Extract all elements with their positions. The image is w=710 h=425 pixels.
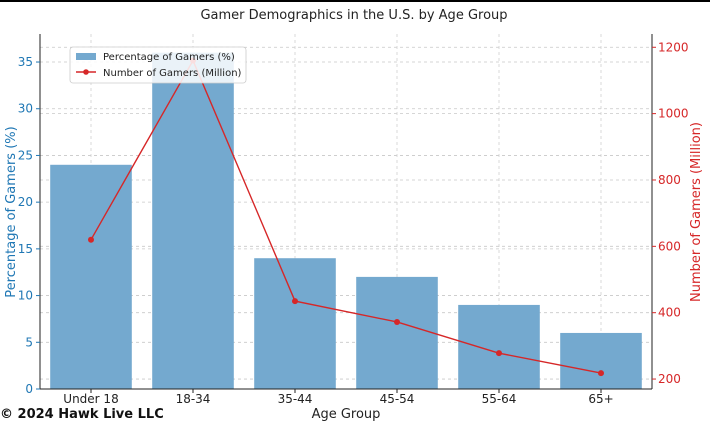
line-point xyxy=(496,350,502,357)
legend-swatch-bars xyxy=(76,53,96,60)
x-tick-label: 45-54 xyxy=(380,392,415,406)
line-point xyxy=(598,370,604,377)
line-point xyxy=(292,298,298,305)
line-point xyxy=(394,318,400,325)
copyright-notice: © 2024 Hawk Live LLC xyxy=(0,407,164,422)
y-tick-label-left: 25 xyxy=(18,148,33,162)
legend: Percentage of Gamers (%) Number of Gamers… xyxy=(69,46,247,84)
bar xyxy=(152,52,234,390)
x-axis-label: Age Group xyxy=(312,407,381,422)
bar xyxy=(356,276,438,389)
y-axis-right-label: Number of Gamers (Million) xyxy=(689,122,704,302)
y-tick-label-right: 800 xyxy=(658,173,681,187)
axes: 0 5 10 15 20 25 30 35 200 400 600 800 1000 1200 Under … xyxy=(18,34,689,406)
y-tick-label-left: 30 xyxy=(18,102,33,116)
y-tick-label-right: 600 xyxy=(658,239,681,253)
y-tick-label-left: 15 xyxy=(18,242,33,256)
y-tick-label-left: 20 xyxy=(18,195,33,209)
y-axis-left-label: Percentage of Gamers (%) xyxy=(4,126,19,297)
bar-series xyxy=(50,52,642,390)
x-tick-label: Under 18 xyxy=(63,392,118,406)
legend-marker-line xyxy=(83,69,89,75)
y-tick-label-left: 5 xyxy=(25,335,33,349)
y-tick-label-left: 35 xyxy=(18,55,33,69)
legend-box xyxy=(69,46,247,84)
x-tick-label: 35-44 xyxy=(278,392,313,406)
y-tick-label-left: 0 xyxy=(25,382,33,396)
legend-label-bars: Percentage of Gamers (%) xyxy=(103,52,235,63)
chart-title: Gamer Demographics in the U.S. by Age Gr… xyxy=(200,8,507,23)
bar xyxy=(50,164,132,389)
line-point xyxy=(88,236,94,243)
y-tick-label-left: 10 xyxy=(18,289,33,303)
line-series xyxy=(88,57,604,377)
bar xyxy=(560,332,642,389)
x-tick-label: 65+ xyxy=(588,392,613,406)
y-tick-label-right: 200 xyxy=(658,372,681,386)
x-tick-label: 18-34 xyxy=(176,392,211,406)
legend-label-line: Number of Gamers (Million) xyxy=(103,68,242,79)
top-border xyxy=(0,0,710,2)
bar xyxy=(458,304,540,389)
y-tick-label-right: 400 xyxy=(658,306,681,320)
y-tick-label-right: 1000 xyxy=(658,107,689,121)
bar xyxy=(254,258,336,389)
line-path xyxy=(90,58,602,374)
y-tick-label-right: 1200 xyxy=(658,40,689,54)
x-tick-label: 55-64 xyxy=(482,392,517,406)
